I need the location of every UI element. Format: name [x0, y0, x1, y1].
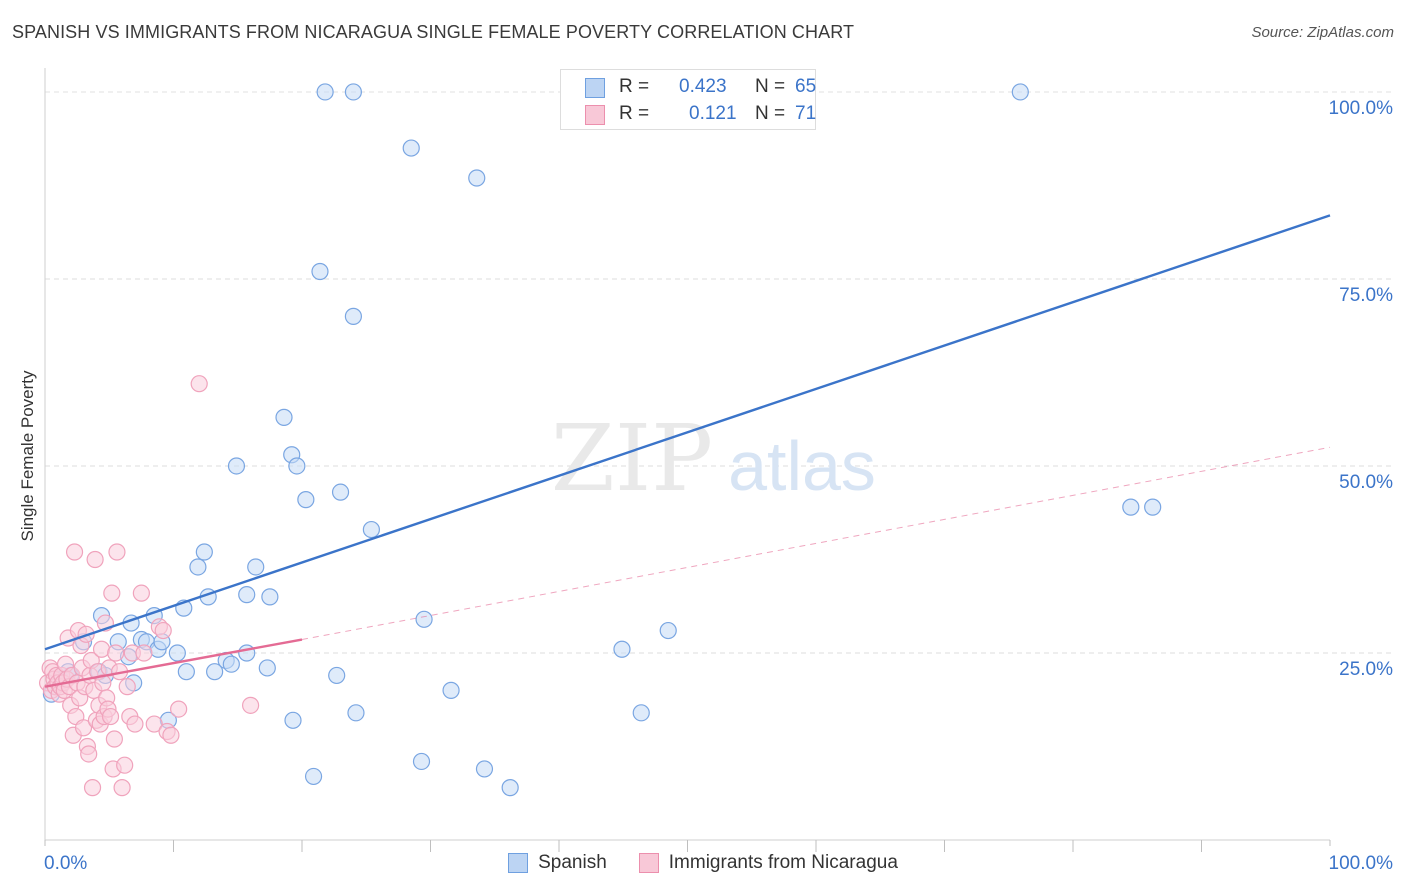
point-spanish	[659, 621, 677, 640]
point-spanish	[206, 663, 224, 681]
x-tick-label: 0.0%	[44, 853, 87, 874]
point-spanish	[177, 663, 195, 681]
point-nicaragua	[242, 696, 260, 714]
point-nicaragua	[107, 644, 125, 662]
point-nicaragua	[92, 640, 111, 658]
point-spanish	[258, 659, 276, 677]
point-spanish	[284, 711, 302, 729]
point-spanish	[501, 779, 519, 797]
point-spanish	[347, 704, 365, 722]
point-nicaragua	[118, 678, 136, 696]
point-spanish	[222, 655, 240, 673]
point-spanish	[613, 640, 631, 658]
point-spanish	[227, 457, 246, 475]
point-spanish	[442, 681, 460, 699]
point-spanish	[475, 760, 494, 778]
point-nicaragua	[105, 730, 123, 748]
grid-lines	[45, 91, 1392, 654]
point-spanish	[316, 83, 334, 101]
n-value: 65	[795, 76, 817, 97]
r-value: 0.423	[679, 76, 727, 97]
point-nicaragua	[80, 745, 98, 763]
point-nicaragua	[65, 543, 84, 561]
point-nicaragua	[154, 621, 172, 640]
stats-swatch-spanish	[585, 78, 605, 98]
point-spanish	[344, 83, 362, 101]
point-nicaragua	[190, 375, 208, 393]
watermark-zip: ZIP	[551, 405, 713, 512]
x-tick-label: 100.0%	[1329, 853, 1394, 874]
point-spanish	[344, 307, 362, 325]
point-nicaragua	[108, 543, 126, 561]
r-value: 0.121	[689, 103, 737, 124]
point-spanish	[189, 558, 207, 576]
point-spanish	[331, 483, 350, 501]
point-spanish	[468, 169, 486, 187]
point-nicaragua	[74, 719, 93, 737]
tick-labels: 100.0% 75.0% 50.0% 25.0% 0.0% 100.0%	[44, 98, 1393, 874]
point-spanish	[1011, 83, 1029, 101]
point-nicaragua	[132, 584, 150, 602]
point-spanish	[311, 262, 329, 281]
point-spanish	[195, 543, 213, 561]
point-spanish	[328, 666, 346, 685]
point-spanish	[412, 752, 431, 771]
point-nicaragua	[135, 644, 153, 662]
r-label: R =	[619, 76, 650, 97]
point-nicaragua	[170, 700, 188, 718]
point-spanish	[304, 767, 323, 786]
r-label: R =	[619, 103, 650, 124]
point-spanish	[168, 644, 186, 662]
point-spanish	[261, 588, 279, 606]
point-nicaragua	[86, 550, 104, 569]
y-tick-label: 25.0%	[1339, 659, 1393, 680]
point-nicaragua	[145, 715, 163, 733]
point-spanish	[415, 610, 433, 628]
legend-swatch-nicaragua	[638, 853, 659, 873]
point-nicaragua	[113, 779, 131, 797]
chart-title: SPANISH VS IMMIGRANTS FROM NICARAGUA SIN…	[12, 22, 855, 42]
point-spanish	[238, 586, 256, 604]
legend-swatch-spanish	[508, 853, 529, 873]
stats-swatch-nicaragua	[585, 105, 605, 125]
point-spanish	[238, 644, 256, 662]
point-spanish	[288, 457, 306, 475]
point-spanish	[297, 491, 315, 509]
point-spanish	[1122, 498, 1140, 516]
chart-legend: Spanish Immigrants from Nicaragua	[0, 852, 1406, 874]
source-label: Source: ZipAtlas.com	[1251, 24, 1394, 41]
point-nicaragua	[103, 584, 121, 602]
axes	[44, 68, 1331, 852]
watermark: ZIP atlas	[551, 405, 876, 512]
legend-label-spanish: Spanish	[538, 852, 607, 873]
n-label: N =	[755, 103, 786, 124]
trend-line-spanish	[44, 214, 1331, 651]
point-nicaragua	[83, 779, 102, 797]
trend-lines	[44, 214, 1331, 688]
legend-item-spanish[interactable]: Spanish	[508, 852, 607, 874]
stats-legend: R = 0.423 N = 65 R = 0.121 N = 71	[560, 69, 816, 130]
n-value: 71	[795, 103, 817, 124]
y-tick-label: 50.0%	[1339, 472, 1393, 493]
y-tick-label: 75.0%	[1339, 285, 1393, 306]
trend-line-extended	[301, 446, 1331, 641]
watermark-atlas: atlas	[728, 427, 876, 505]
point-nicaragua	[101, 707, 120, 726]
trend-line-nicaragua	[44, 638, 303, 688]
legend-label-nicaragua: Immigrants from Nicaragua	[668, 852, 898, 873]
point-nicaragua	[126, 715, 144, 733]
y-tick-label: 100.0%	[1329, 98, 1394, 119]
point-spanish	[402, 139, 420, 157]
point-spanish	[247, 558, 265, 576]
point-nicaragua	[162, 726, 180, 744]
n-label: N =	[755, 76, 786, 97]
point-spanish	[275, 408, 293, 426]
point-spanish	[1144, 498, 1162, 516]
point-nicaragua	[116, 756, 134, 774]
point-spanish	[362, 520, 380, 539]
legend-item-nicaragua[interactable]: Immigrants from Nicaragua	[638, 852, 898, 874]
point-spanish	[632, 704, 650, 722]
